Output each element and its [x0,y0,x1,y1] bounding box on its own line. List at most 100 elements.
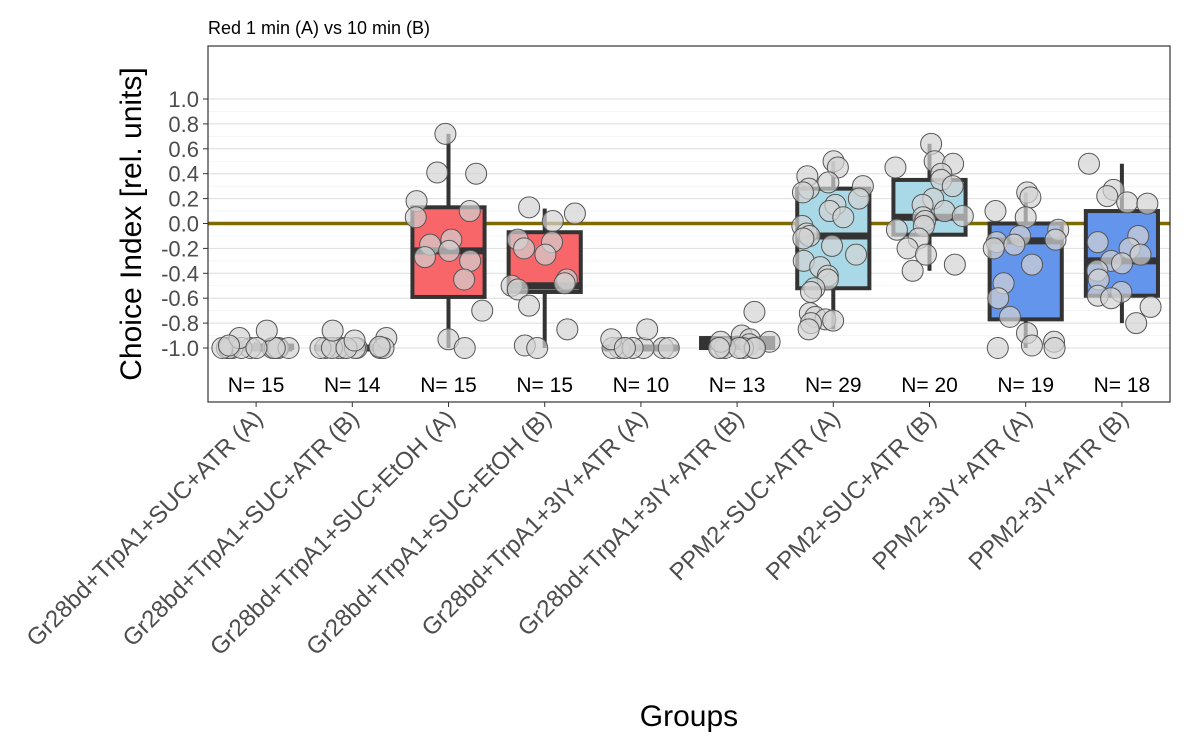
y-tick-label: 0.4 [168,162,199,187]
n-count-label: N= 15 [516,374,573,397]
x-axis-ticks: Gr28bd+TrpA1+SUC+ATR (A)Gr28bd+TrpA1+SUC… [21,402,1134,661]
n-count-label: N= 14 [324,374,381,397]
data-point [1014,206,1037,229]
data-point [885,218,908,241]
y-tick-label: 0.2 [168,187,199,212]
data-point [1077,152,1100,175]
data-point [896,237,919,260]
data-point [458,200,481,223]
y-tick-label: -0.4 [161,261,199,286]
data-point [998,305,1021,328]
data-point [1125,312,1148,335]
data-point [984,200,1007,223]
n-count-label: N= 18 [1094,374,1151,397]
data-point [657,337,680,359]
data-point [791,181,814,204]
data-point [541,210,564,233]
data-point [553,272,576,295]
data-point [933,200,956,223]
data-point [453,268,476,291]
data-point [1136,192,1159,215]
data-point [1096,185,1119,208]
data-point [847,187,870,210]
data-point [728,337,751,359]
data-point [982,237,1005,260]
chart-title: Red 1 min (A) vs 10 min (B) [208,18,430,38]
y-tick-label: 0.6 [168,137,199,162]
y-tick-label: 0.8 [168,112,199,137]
data-point [636,318,659,341]
data-point [1100,287,1123,310]
data-point [556,318,579,341]
data-point [453,337,476,359]
data-point [613,337,636,359]
n-count-label: N= 19 [997,374,1054,397]
data-point [526,337,549,359]
data-point [941,175,964,198]
data-point [1043,337,1066,359]
n-count-label: N= 13 [709,374,766,397]
data-point [1129,243,1152,266]
data-point [832,206,855,229]
data-point [901,259,924,282]
y-tick-label: -1.0 [161,336,199,361]
data-point [438,239,461,262]
data-point [1020,334,1043,357]
n-count-label: N= 15 [420,374,477,397]
y-tick-label: -0.6 [161,286,199,311]
data-point [434,122,457,145]
y-tick-label: -0.2 [161,236,199,261]
data-point [743,300,766,323]
data-point [1044,228,1067,251]
data-point [1003,233,1026,256]
data-point [943,253,966,276]
x-tick-label: PPM2+3IY+ATR (B) [964,405,1135,576]
data-point [800,280,823,303]
data-point [845,243,868,266]
data-point [245,337,268,359]
data-point [413,246,436,269]
data-point [1116,191,1139,214]
data-points [211,122,1162,359]
data-point [1086,231,1109,254]
x-axis-title: Groups [640,700,738,733]
data-point [321,319,344,342]
n-count-label: N= 10 [613,374,670,397]
x-tick-label: PPM2+3IY+ATR (A) [867,405,1038,576]
data-point [563,202,586,225]
data-point [517,294,540,317]
data-point [1110,252,1133,275]
data-point [255,319,278,342]
data-point [534,243,557,266]
n-count-label: N= 15 [228,374,285,397]
data-point [797,318,820,341]
data-point [792,227,815,250]
data-point [217,334,240,357]
data-point [1019,186,1042,209]
data-point [987,287,1010,310]
data-point [404,206,427,229]
data-point [914,243,937,266]
n-labels: N= 15 N= 14 N= 15 N= 15 N= 10 N= 13 N= 29 N= 20… [228,374,1150,397]
data-point [343,329,366,352]
y-tick-label: 0.0 [168,212,199,237]
n-count-label: N= 29 [805,374,862,397]
data-point [459,249,482,272]
data-point [513,237,536,260]
data-point [821,234,844,257]
data-point [518,196,541,219]
data-point [708,337,731,359]
x-tick-label: PPM2+SUC+ATR (A) [665,405,846,586]
data-point [822,309,845,332]
plot-panel-border [207,45,1171,403]
data-point [506,278,529,301]
y-tick-label: -0.8 [161,311,199,336]
data-point [817,171,840,194]
y-axis-title: Choice Index [rel. units] [115,67,148,381]
y-axis-ticks: 1.00.80.60.40.20.0-0.2-0.4-0.6-0.8-1.0 [161,87,208,361]
data-point [986,337,1009,359]
x-tick-label: PPM2+SUC+ATR (B) [761,405,942,586]
data-point [465,162,488,185]
n-count-label: N= 20 [901,374,958,397]
